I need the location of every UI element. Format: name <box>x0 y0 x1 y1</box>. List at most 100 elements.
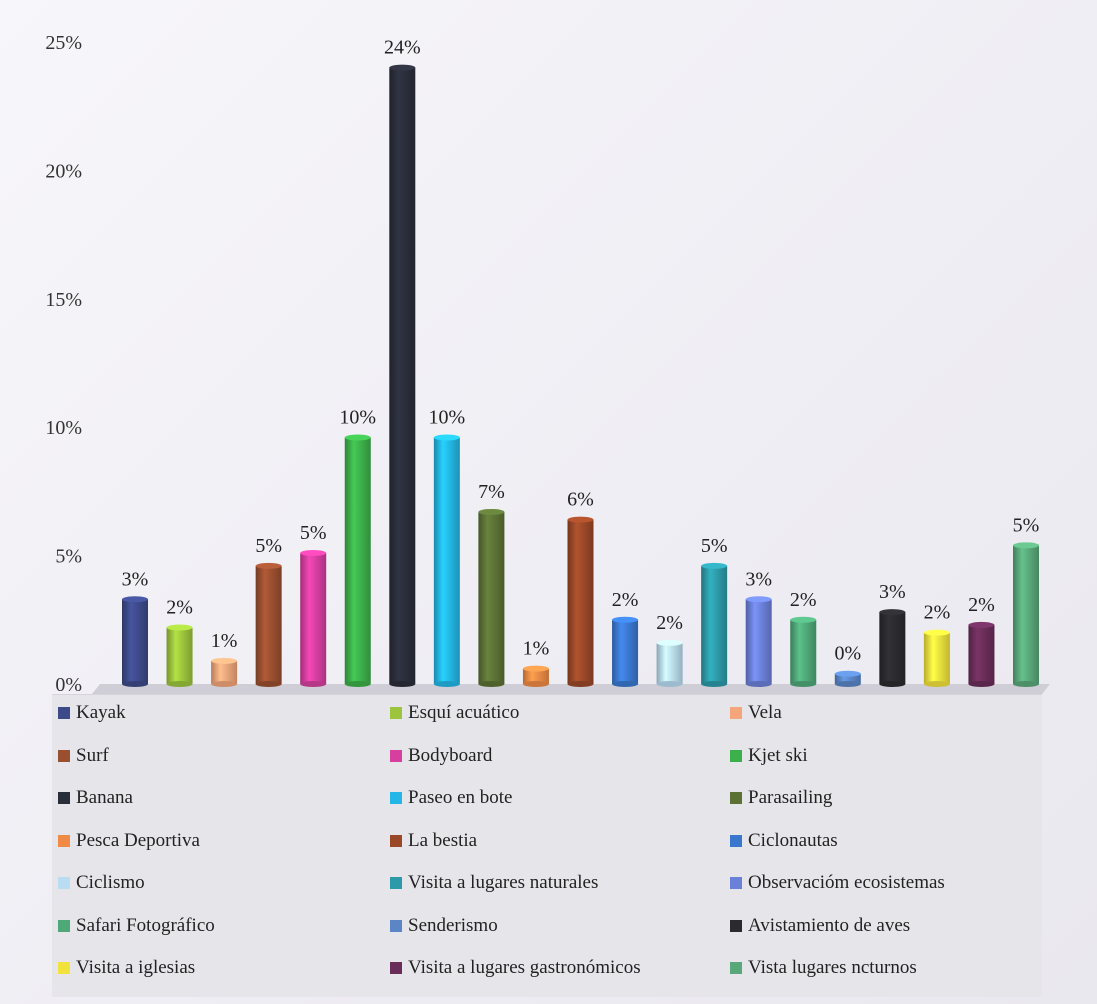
data-label: 24% <box>384 37 421 59</box>
legend-item: Vela <box>730 699 782 727</box>
bar-base <box>745 681 772 687</box>
bar-top <box>745 596 772 603</box>
bar-body <box>879 612 906 684</box>
data-label: 2% <box>656 612 683 634</box>
legend-label: Kayak <box>76 702 126 723</box>
bar-16 <box>834 670 861 687</box>
bar-base <box>522 681 549 687</box>
legend-swatch <box>58 962 70 974</box>
bar-15 <box>790 616 817 687</box>
bar-base <box>790 681 817 687</box>
legend-swatch <box>58 877 70 889</box>
bar-base <box>879 681 906 687</box>
y-tick-label: 25% <box>45 32 82 54</box>
legend-label: Safari Fotográfico <box>76 914 215 936</box>
legend-swatch <box>390 792 402 804</box>
data-label: 10% <box>339 406 376 428</box>
chart-floor <box>92 684 1050 694</box>
bar-0 <box>122 596 148 687</box>
legend-label: Visita a lugares gastronómicos <box>408 957 641 978</box>
bar-top <box>478 508 505 515</box>
data-label: 6% <box>567 489 594 511</box>
bar-body <box>745 599 772 684</box>
data-label: 7% <box>478 481 505 503</box>
bar-13 <box>701 562 728 687</box>
legend-swatch <box>58 834 70 847</box>
bar-20 <box>1013 542 1039 687</box>
bar-top <box>344 434 371 441</box>
bar-base <box>567 681 594 687</box>
y-tick-label: 5% <box>55 546 82 568</box>
legend-label: Kjet ski <box>748 744 808 766</box>
legend-swatch <box>730 749 742 762</box>
legend-label: Pesca Deportiva <box>76 829 200 851</box>
legend-swatch <box>730 792 742 804</box>
bar-top <box>656 639 683 646</box>
bar-top <box>389 64 416 71</box>
legend-item: Kjet ski <box>730 742 808 770</box>
bar-4 <box>300 550 327 687</box>
legend-item: Avistamiento de aves <box>730 912 910 940</box>
bar-top <box>701 562 728 569</box>
legend-swatch <box>730 834 742 847</box>
legend-swatch <box>58 792 70 804</box>
legend-label: Avistamiento de aves <box>748 914 911 936</box>
data-label: 1% <box>523 638 550 660</box>
legend-item: Paseo en bote <box>390 784 512 812</box>
data-label: 2% <box>166 597 193 619</box>
legend-item: Kayak <box>58 699 126 727</box>
bar-base <box>344 681 371 687</box>
bar-body <box>166 627 193 684</box>
data-label: 3% <box>122 568 149 590</box>
legend-swatch <box>58 919 70 932</box>
bar-base <box>211 681 238 687</box>
legend-label: Vista lugares ncturnos <box>748 957 917 978</box>
legend-swatch <box>390 707 402 719</box>
legend-label: Surf <box>76 744 109 766</box>
data-label: 2% <box>790 589 817 611</box>
bar-8 <box>478 508 505 687</box>
bar-6 <box>389 64 416 687</box>
data-label: 2% <box>924 602 951 624</box>
bar-body <box>478 511 505 684</box>
bar-top <box>522 665 549 672</box>
legend-item: Esquí acuático <box>390 699 519 727</box>
legend-swatch <box>58 749 70 762</box>
bar-14 <box>745 596 772 687</box>
legend-item: Senderismo <box>390 912 498 940</box>
legend-swatch <box>730 707 742 719</box>
bar-top <box>612 616 639 623</box>
bar-body <box>389 67 416 685</box>
bar-body <box>968 624 995 684</box>
legend-item: Ciclonautas <box>730 827 838 855</box>
legend-label: Parasailing <box>748 787 833 808</box>
bar-base <box>300 681 327 687</box>
bar-2 <box>211 657 238 687</box>
bar-body <box>1013 545 1039 684</box>
bar-top <box>790 616 817 623</box>
legend-item: Visita a lugares gastronómicos <box>390 954 641 982</box>
bar-top <box>923 629 950 636</box>
legend-label: La bestia <box>408 829 478 851</box>
bar-top <box>1013 542 1039 549</box>
legend-label: Observacióm ecosistemas <box>748 872 945 893</box>
legend-swatch <box>58 707 70 719</box>
bar-base <box>612 681 639 687</box>
bar-chart-plot: 0% 5% 10% 15% 20% 25% 3% 2% 1% 5% 5% 10% 24% 10% 7% 1% 6… <box>45 32 1050 694</box>
data-label: 5% <box>701 535 728 557</box>
bar-11 <box>612 616 639 687</box>
legend-label: Visita a iglesias <box>76 957 196 978</box>
bar-base <box>255 681 282 687</box>
data-label: 10% <box>429 406 466 428</box>
chart-legend: Kayak Esquí acuático Vela Surf Bodyboard Kjet… <box>52 694 1042 997</box>
data-label: 0% <box>834 643 861 665</box>
legend-item: Surf <box>58 742 109 770</box>
bar-body <box>300 553 327 684</box>
bar-body <box>122 599 148 684</box>
y-tick-label: 10% <box>45 417 82 439</box>
legend-label: Vela <box>748 702 782 723</box>
data-label: 2% <box>968 594 995 616</box>
y-tick-label: 0% <box>55 674 82 694</box>
legend-item: Parasailing <box>730 784 832 812</box>
